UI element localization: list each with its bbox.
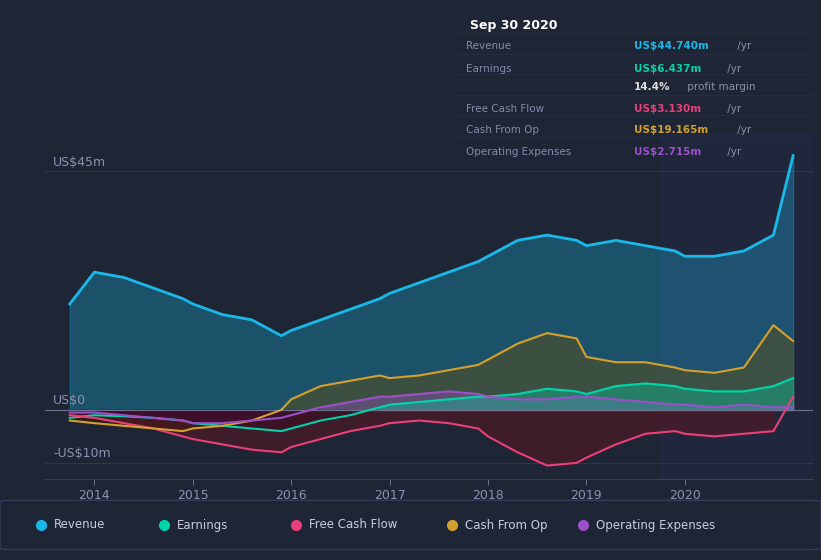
FancyBboxPatch shape: [0, 500, 821, 550]
Text: -US$10m: -US$10m: [53, 447, 111, 460]
Text: Cash From Op: Cash From Op: [466, 125, 539, 135]
Text: Revenue: Revenue: [54, 519, 106, 531]
Text: /yr: /yr: [724, 104, 741, 114]
Text: Free Cash Flow: Free Cash Flow: [309, 519, 397, 531]
Text: US$6.437m: US$6.437m: [635, 64, 702, 74]
Text: US$45m: US$45m: [53, 156, 106, 169]
Text: Operating Expenses: Operating Expenses: [596, 519, 715, 531]
Text: /yr: /yr: [724, 147, 741, 157]
Text: Sep 30 2020: Sep 30 2020: [470, 20, 557, 32]
Text: Revenue: Revenue: [466, 41, 511, 51]
Text: US$19.165m: US$19.165m: [635, 125, 709, 135]
Text: Cash From Op: Cash From Op: [465, 519, 547, 531]
Text: Earnings: Earnings: [177, 519, 229, 531]
Text: /yr: /yr: [724, 64, 741, 74]
Text: Free Cash Flow: Free Cash Flow: [466, 104, 544, 114]
Text: Operating Expenses: Operating Expenses: [466, 147, 571, 157]
Text: US$2.715m: US$2.715m: [635, 147, 701, 157]
Text: US$44.740m: US$44.740m: [635, 41, 709, 51]
Text: profit margin: profit margin: [684, 82, 755, 92]
Text: Earnings: Earnings: [466, 64, 511, 74]
Text: US$0: US$0: [53, 394, 86, 407]
Bar: [660, 134, 813, 479]
Text: US$3.130m: US$3.130m: [635, 104, 701, 114]
Text: /yr: /yr: [734, 41, 751, 51]
Text: /yr: /yr: [734, 125, 751, 135]
Text: 14.4%: 14.4%: [635, 82, 671, 92]
